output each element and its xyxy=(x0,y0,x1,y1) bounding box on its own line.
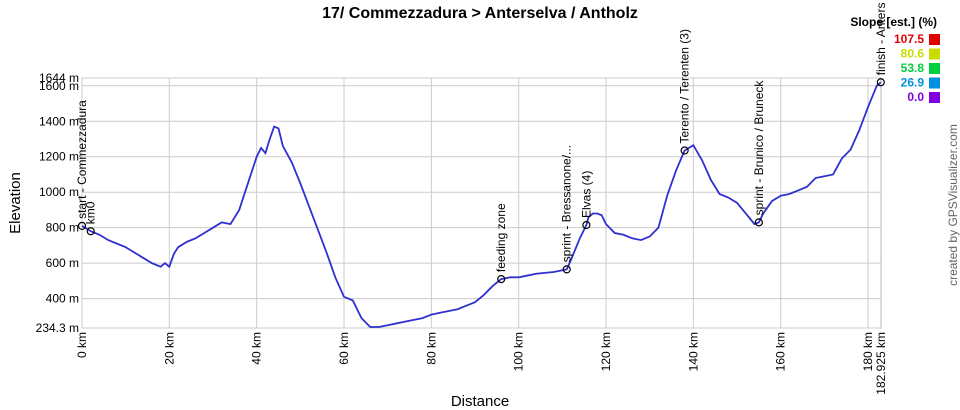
chart-title: 17/ Commezzadura > Anterselva / Antholz xyxy=(322,5,638,22)
y-tick-label: 800 m xyxy=(46,221,79,235)
y-tick-label: 1200 m xyxy=(39,150,79,164)
waypoint xyxy=(582,220,591,230)
credit: created by GPSVisualizer.com xyxy=(946,124,960,286)
waypoint xyxy=(680,146,689,155)
y-tick-label: 234.3 m xyxy=(36,321,79,335)
waypoint-label: Elvas (4) xyxy=(579,171,593,218)
x-tick-label: 182.925 km xyxy=(874,332,888,395)
waypoint-label: finish - Anters xyxy=(874,3,888,76)
legend-swatch xyxy=(929,92,940,103)
legend-label: 26.9 xyxy=(901,76,925,90)
legend-label: 53.8 xyxy=(901,61,925,75)
x-tick-label: 140 km xyxy=(686,332,700,371)
waypoint xyxy=(562,265,571,274)
elevation-line xyxy=(81,81,882,328)
x-tick-label: 160 km xyxy=(774,332,788,371)
waypoint xyxy=(876,78,885,87)
legend-swatch xyxy=(929,77,940,89)
y-axis-title: Elevation xyxy=(7,172,24,234)
x-tick-label: 0 km xyxy=(75,332,89,358)
legend-label: 0.0 xyxy=(907,90,924,104)
waypoint-label: km0 xyxy=(84,201,98,224)
waypoint-label: sprint - Bressanone/... xyxy=(560,145,574,262)
x-tick-label: 180 km xyxy=(861,332,875,371)
waypoint xyxy=(77,221,87,231)
y-tick-label: 400 m xyxy=(46,292,79,306)
x-tick-label: 40 km xyxy=(250,332,264,365)
waypoint-label: start - Commezzadura xyxy=(75,100,89,219)
y-tick-label: 1644 m xyxy=(39,71,79,85)
waypoint xyxy=(754,218,763,227)
waypoint xyxy=(86,227,95,236)
y-tick-label: 1600 m xyxy=(39,79,79,93)
waypoint-label: Terento / Terenten (3) xyxy=(678,29,692,144)
x-tick-label: 80 km xyxy=(424,332,438,365)
legend-title: Slope [est.] (%) xyxy=(850,15,937,29)
waypoint xyxy=(497,275,506,284)
legend-swatch xyxy=(929,63,940,74)
y-tick-label: 600 m xyxy=(46,256,79,270)
waypoint-label: feeding zone xyxy=(494,203,508,272)
legend-swatch xyxy=(929,34,940,45)
x-axis-title: Distance xyxy=(451,393,509,410)
x-tick-label: 20 km xyxy=(162,332,176,365)
waypoint-label: sprint - Brunico / Bruneck xyxy=(752,80,766,216)
x-tick-label: 60 km xyxy=(337,332,351,365)
y-tick-label: 1000 m xyxy=(39,185,79,199)
legend-label: 80.6 xyxy=(901,47,925,61)
x-tick-label: 120 km xyxy=(599,332,613,371)
legend-label: 107.5 xyxy=(894,32,924,46)
legend-swatch xyxy=(929,48,940,60)
y-tick-label: 1400 m xyxy=(39,114,79,128)
plot-area xyxy=(81,77,882,329)
x-tick-label: 100 km xyxy=(512,332,526,371)
